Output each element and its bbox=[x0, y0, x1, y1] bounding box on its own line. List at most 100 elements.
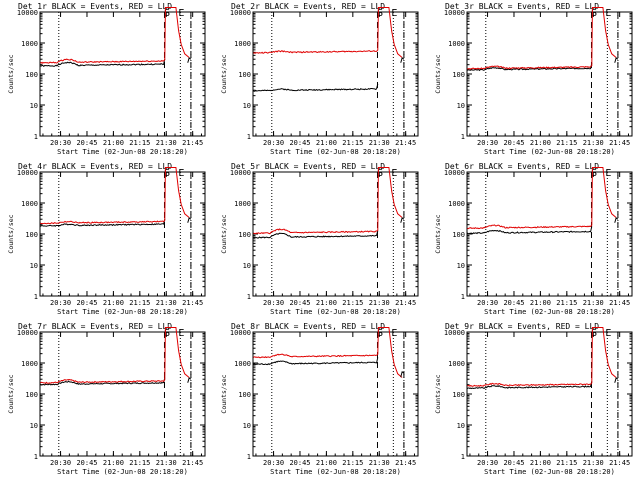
x-tick-label: 20:45 bbox=[503, 459, 524, 467]
y-tick-label: 1 bbox=[247, 293, 251, 301]
phase-marker-s: S bbox=[164, 168, 170, 179]
events-series-line bbox=[253, 230, 379, 239]
lld-series-line bbox=[39, 327, 190, 384]
lld-series-line bbox=[466, 327, 617, 387]
x-tick-label: 21:00 bbox=[103, 459, 124, 467]
y-tick-label: 1000 bbox=[448, 360, 465, 368]
x-tick-label: 21:30 bbox=[369, 459, 390, 467]
x-axis-label: Start Time (02-Jun-08 20:18:20) bbox=[57, 308, 188, 316]
chart-title: Det 5r BLACK = Events, RED = LLD bbox=[231, 162, 385, 171]
y-tick-label: 1 bbox=[460, 133, 464, 141]
x-axis-label: Start Time (02-Jun-08 20:18:20) bbox=[271, 308, 402, 316]
phase-marker-s: S bbox=[377, 328, 383, 339]
x-tick-label: 20:30 bbox=[477, 299, 498, 307]
x-tick-label: 20:30 bbox=[50, 139, 71, 147]
y-tick-label: 1 bbox=[460, 453, 464, 461]
x-axis-label: Start Time (02-Jun-08 20:18:20) bbox=[271, 148, 402, 156]
y-axis-label: Counts/sec bbox=[434, 214, 442, 253]
phase-marker-s: S bbox=[591, 8, 597, 19]
events-series-line bbox=[466, 62, 592, 72]
chart-title: Det 2r BLACK = Events, RED = LLD bbox=[231, 2, 385, 11]
phase-marker-e: E bbox=[605, 168, 611, 179]
x-tick-label: 21:00 bbox=[316, 139, 337, 147]
y-tick-label: 10 bbox=[243, 422, 251, 430]
phase-marker-s: S bbox=[591, 168, 597, 179]
phase-marker-s: S bbox=[591, 328, 597, 339]
x-tick-label: 21:45 bbox=[395, 139, 416, 147]
y-axis-label: Counts/sec bbox=[7, 374, 15, 413]
x-tick-label: 20:45 bbox=[76, 139, 97, 147]
y-axis-label: Counts/sec bbox=[434, 374, 442, 413]
x-tick-label: 21:30 bbox=[369, 299, 390, 307]
x-tick-label: 21:00 bbox=[103, 139, 124, 147]
chart-title: Det 8r BLACK = Events, RED = LLD bbox=[231, 322, 385, 331]
detector-chart-6: Det 6r BLACK = Events, RED = LLD 1 10 100 10… bbox=[434, 162, 633, 316]
lld-series-line bbox=[253, 327, 403, 378]
x-tick-label: 20:30 bbox=[263, 299, 284, 307]
y-tick-label: 100 bbox=[25, 231, 38, 239]
events-series-tail bbox=[400, 217, 405, 223]
x-tick-label: 20:45 bbox=[76, 459, 97, 467]
x-axis-label: Start Time (02-Jun-08 20:18:20) bbox=[484, 468, 615, 476]
detector-chart-9: Det 9r BLACK = Events, RED = LLD 1 10 100 10… bbox=[434, 322, 633, 476]
detector-chart-3: Det 3r BLACK = Events, RED = LLD 1 10 100 10… bbox=[434, 2, 633, 156]
x-tick-label: 21:45 bbox=[609, 459, 630, 467]
x-tick-label: 21:45 bbox=[395, 459, 416, 467]
x-tick-label: 21:30 bbox=[582, 459, 603, 467]
y-axis-label: Counts/sec bbox=[220, 54, 228, 93]
y-tick-label: 1000 bbox=[234, 40, 251, 48]
y-tick-label: 10000 bbox=[230, 169, 251, 177]
y-tick-label: 1000 bbox=[234, 200, 251, 208]
y-tick-label: 100 bbox=[239, 391, 252, 399]
x-tick-label: 21:30 bbox=[156, 139, 177, 147]
x-tick-label: 21:15 bbox=[129, 459, 150, 467]
x-axis-label: Start Time (02-Jun-08 20:18:20) bbox=[57, 468, 188, 476]
x-tick-label: 20:30 bbox=[263, 139, 284, 147]
x-tick-label: 20:30 bbox=[263, 459, 284, 467]
y-tick-label: 10 bbox=[456, 102, 464, 110]
lld-series-line bbox=[253, 7, 403, 58]
y-tick-label: 10 bbox=[30, 102, 38, 110]
phase-marker-e: E bbox=[178, 328, 184, 339]
y-axis-label: Counts/sec bbox=[220, 214, 228, 253]
x-tick-label: 21:30 bbox=[156, 459, 177, 467]
phase-marker-e: E bbox=[392, 8, 398, 19]
phase-marker-s: S bbox=[377, 8, 383, 19]
lld-series-line bbox=[253, 167, 403, 235]
x-axis-label: Start Time (02-Jun-08 20:18:20) bbox=[484, 308, 615, 316]
events-series-tail bbox=[400, 370, 405, 378]
chart-title: Det 9r BLACK = Events, RED = LLD bbox=[445, 322, 599, 331]
y-tick-label: 10 bbox=[243, 102, 251, 110]
x-tick-label: 20:30 bbox=[50, 299, 71, 307]
x-tick-label: 20:45 bbox=[76, 299, 97, 307]
y-tick-label: 100 bbox=[25, 71, 38, 79]
y-tick-label: 10000 bbox=[444, 169, 465, 177]
y-tick-label: 10000 bbox=[17, 329, 38, 337]
x-tick-label: 20:30 bbox=[50, 459, 71, 467]
phase-marker-s: S bbox=[377, 168, 383, 179]
phase-marker-e: E bbox=[392, 168, 398, 179]
y-tick-label: 1000 bbox=[21, 360, 38, 368]
y-tick-label: 1000 bbox=[21, 40, 38, 48]
y-tick-label: 10 bbox=[243, 262, 251, 270]
phase-marker-e: E bbox=[605, 328, 611, 339]
y-tick-label: 10000 bbox=[17, 9, 38, 17]
y-tick-label: 1000 bbox=[448, 200, 465, 208]
phase-marker-e: E bbox=[178, 168, 184, 179]
x-axis-label: Start Time (02-Jun-08 20:18:20) bbox=[57, 148, 188, 156]
x-tick-label: 21:15 bbox=[343, 459, 364, 467]
detector-chart-4: Det 4r BLACK = Events, RED = LLD 1 10 100 10… bbox=[7, 162, 206, 316]
y-tick-label: 10 bbox=[30, 422, 38, 430]
y-tick-label: 100 bbox=[452, 391, 465, 399]
events-series-line bbox=[39, 218, 166, 227]
x-tick-label: 20:45 bbox=[290, 459, 311, 467]
x-tick-label: 21:15 bbox=[343, 299, 364, 307]
y-axis-label: Counts/sec bbox=[7, 54, 15, 93]
x-tick-label: 21:15 bbox=[129, 139, 150, 147]
phase-marker-e: E bbox=[178, 8, 184, 19]
events-series-line bbox=[466, 381, 592, 390]
chart-title: Det 7r BLACK = Events, RED = LLD bbox=[18, 322, 172, 331]
x-axis-label: Start Time (02-Jun-08 20:18:20) bbox=[271, 468, 402, 476]
phase-marker-e: E bbox=[605, 8, 611, 19]
